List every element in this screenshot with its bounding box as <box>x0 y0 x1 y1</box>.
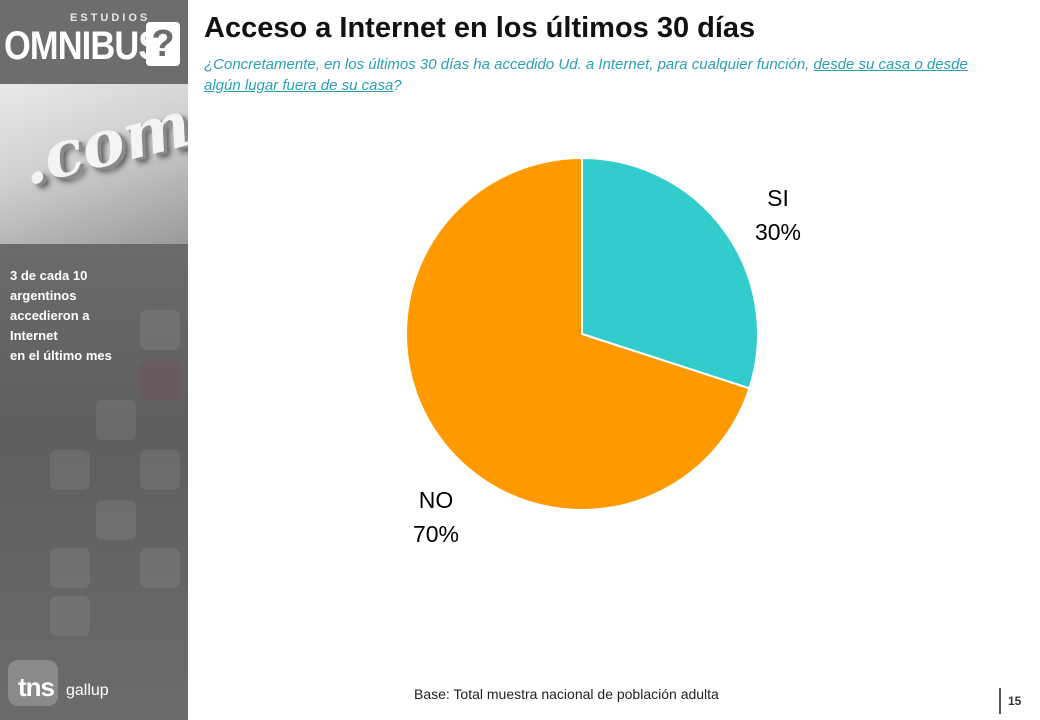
logo-estudios-text: ESTUDIOS <box>70 12 151 24</box>
question-text-part: ¿Concretamente, en los últimos 30 días h… <box>204 56 814 73</box>
slice-label-no: NO <box>419 487 454 513</box>
gallup-logo-text: gallup <box>66 682 109 699</box>
sidebar-note-line: accedieron a <box>10 308 90 323</box>
logo-omnibus-text: OMNIBUS <box>4 24 161 68</box>
page-title: Acceso a Internet en los últimos 30 días <box>204 12 756 44</box>
dotcom-graphic: .com <box>13 86 188 201</box>
sidebar-note-line: argentinos <box>10 288 77 303</box>
slice-value-si: 30% <box>755 219 801 245</box>
pie-slice-no <box>405 156 751 511</box>
dotcom-image: .com <box>0 84 188 244</box>
tns-gallup-logo: tns gallup <box>8 660 118 710</box>
tns-logo-box: tns <box>8 660 58 706</box>
sidebar-note-line: Internet <box>10 328 58 343</box>
page-separator <box>999 688 1001 714</box>
omnibus-logo: ESTUDIOS OMNIBUS ? <box>0 0 188 84</box>
survey-question: ¿Concretamente, en los últimos 30 días h… <box>204 54 984 96</box>
sidebar: ESTUDIOS OMNIBUS ? .com 3 de cada 10 arg… <box>0 0 188 720</box>
decor-tile <box>140 360 180 400</box>
pie-slice-si <box>581 156 759 390</box>
question-mark-text: ? <box>393 77 402 94</box>
decor-tile <box>50 596 90 636</box>
sidebar-note-line: en el último mes <box>10 348 112 363</box>
base-note: Base: Total muestra nacional de població… <box>414 686 719 702</box>
tns-logo-text: tns <box>18 672 55 702</box>
decor-tile <box>50 548 90 588</box>
slice-label-si: SI <box>767 185 789 211</box>
question-mark-icon: ? <box>146 22 180 66</box>
decor-tile <box>140 310 180 350</box>
sidebar-highlight-text: 3 de cada 10 argentinos accedieron a Int… <box>10 266 150 366</box>
sidebar-note-line: 3 de cada 10 <box>10 268 88 283</box>
page-number: 15 <box>1008 694 1022 708</box>
decor-tile <box>50 450 90 490</box>
question-text-underlined: desde su casa o desde algún lugar fuera … <box>204 56 968 94</box>
pie-chart: SI 30% NO 70% <box>405 156 801 547</box>
decor-tile <box>96 500 136 540</box>
decor-tile <box>140 548 180 588</box>
slice-value-no: 70% <box>413 521 459 547</box>
decor-tile <box>140 450 180 490</box>
decor-tile <box>96 400 136 440</box>
